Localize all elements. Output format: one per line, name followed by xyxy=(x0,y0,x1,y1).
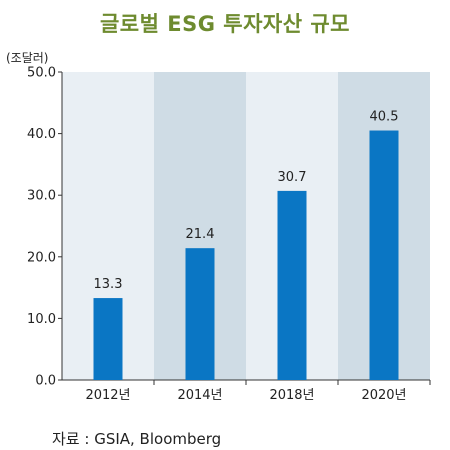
y-tick-label: 10.0 xyxy=(27,312,56,327)
bar-2020년 xyxy=(369,130,399,380)
y-tick-label: 20.0 xyxy=(27,250,56,265)
y-tick-label: 40.0 xyxy=(27,127,56,142)
bar-2018년 xyxy=(277,190,307,380)
bar-value-label: 21.4 xyxy=(186,227,215,242)
y-tick-label: 50.0 xyxy=(27,66,56,81)
chart-title: 글로벌 ESG 투자자산 규모 xyxy=(99,12,351,36)
x-category-label: 2020년 xyxy=(361,388,406,403)
source-note: 자료 : GSIA, Bloomberg xyxy=(52,430,222,448)
y-tick-label: 30.0 xyxy=(27,189,56,204)
y-tick-label: 0.0 xyxy=(35,374,56,389)
bar-value-label: 40.5 xyxy=(370,110,399,125)
y-axis-unit-label: (조달러) xyxy=(6,51,49,65)
bar-value-label: 13.3 xyxy=(94,277,123,292)
x-category-label: 2018년 xyxy=(269,388,314,403)
bar-2014년 xyxy=(185,248,215,380)
x-category-label: 2012년 xyxy=(85,388,130,403)
x-category-label: 2014년 xyxy=(177,388,222,403)
bar-2012년 xyxy=(93,298,123,380)
bar-value-label: 30.7 xyxy=(278,170,307,185)
